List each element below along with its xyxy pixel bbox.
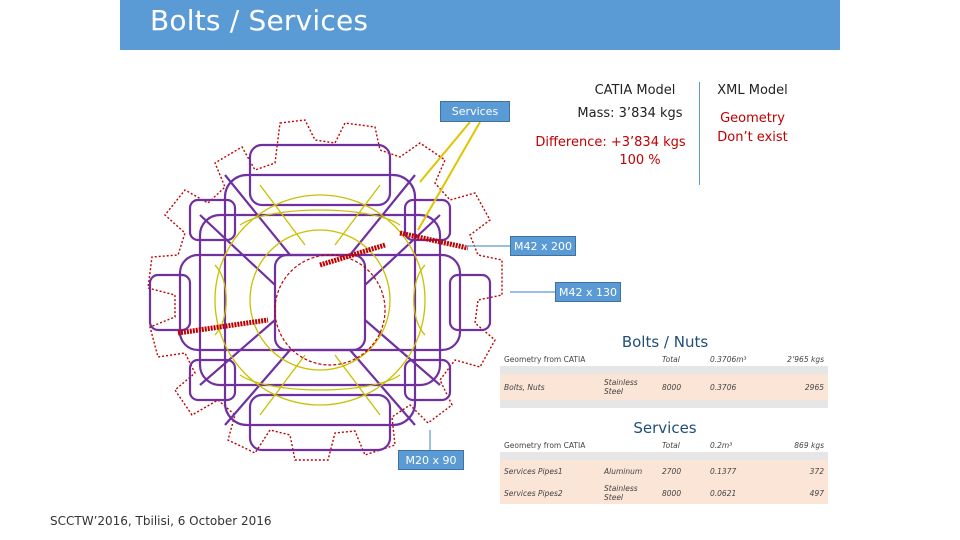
slide-title: Bolts / Services [150, 4, 369, 37]
table-row: Services Pipes1 Aluminum 2700 0.1377 372 [500, 460, 828, 482]
table-cell: Stainless Steel [600, 374, 658, 400]
table-spacer [500, 366, 828, 374]
table-cell: 0.3706 [706, 374, 774, 400]
table-cell: Stainless Steel [600, 482, 658, 504]
model-divider [699, 82, 700, 185]
table-cell: Geometry from CATIA [500, 438, 600, 452]
xml-status: Don’t exist [717, 130, 788, 145]
table-cell: 0.3706m³ [706, 352, 774, 366]
table-spacer [500, 400, 828, 408]
table-cell: 869 kgs [774, 438, 828, 452]
table-cell: 2965 [774, 374, 828, 400]
table-cell: Bolts, Nuts [500, 374, 600, 400]
table-cell: 372 [774, 460, 828, 482]
table-cell: 8000 [658, 374, 706, 400]
bolts-table: Geometry from CATIA Total 0.3706m³ 2’965… [500, 352, 828, 408]
table-cell: 8000 [658, 482, 706, 504]
table-header-row: Geometry from CATIA Total 0.3706m³ 2’965… [500, 352, 828, 366]
table-row: Services Pipes2 Stainless Steel 8000 0.0… [500, 482, 828, 504]
services-tag: Services [440, 101, 510, 122]
table-cell: 497 [774, 482, 828, 504]
inner-envelope [274, 254, 386, 366]
m20-90-tag: M20 x 90 [398, 450, 464, 470]
table-cell: Services Pipes1 [500, 460, 600, 482]
table-cell: 0.2m³ [706, 438, 774, 452]
m42-130-tag: M42 x 130 [555, 282, 621, 302]
xml-geometry: Geometry [720, 111, 785, 126]
services-table: Geometry from CATIA Total 0.2m³ 869 kgs … [500, 438, 828, 504]
catia-difference: Difference: +3’834 kgs [535, 135, 686, 150]
cad-drawing [147, 119, 503, 461]
service-pipes [214, 184, 426, 416]
table-cell: 0.0621 [706, 482, 774, 504]
slide-footer: SCCTW’2016, Tbilisi, 6 October 2016 [50, 514, 272, 528]
table-cell: 2700 [658, 460, 706, 482]
table-header-row: Geometry from CATIA Total 0.2m³ 869 kgs [500, 438, 828, 452]
catia-model-title: CATIA Model [594, 83, 676, 98]
table-row: Bolts, Nuts Stainless Steel 8000 0.3706 … [500, 374, 828, 400]
bolts-table-title: Bolts / Nuts [621, 333, 709, 351]
table-cell: Total [658, 352, 706, 366]
table-cell: 2’965 kgs [774, 352, 828, 366]
envelope-outline [147, 119, 503, 461]
table-cell: Geometry from CATIA [500, 352, 600, 366]
table-cell: 0.1377 [706, 460, 774, 482]
table-cell [600, 438, 658, 452]
catia-mass: Mass: 3’834 kgs [577, 106, 683, 121]
m42-200-tag: M42 x 200 [510, 236, 576, 256]
header-bar [120, 0, 840, 50]
table-cell: Services Pipes2 [500, 482, 600, 504]
table-cell [600, 352, 658, 366]
table-cell: Total [658, 438, 706, 452]
xml-model-title: XML Model [717, 83, 788, 98]
catia-percent: 100 % [619, 153, 661, 168]
bolt-bundles [177, 230, 469, 336]
table-cell: Aluminum [600, 460, 658, 482]
services-table-title: Services [633, 419, 697, 437]
table-spacer [500, 452, 828, 460]
